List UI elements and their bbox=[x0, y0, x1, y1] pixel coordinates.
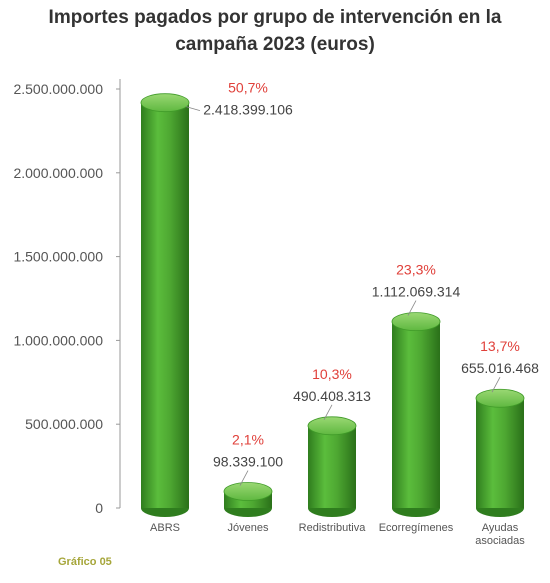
x-category-label: Ecorregímenes bbox=[379, 522, 454, 534]
x-category-label: Redistributiva bbox=[299, 522, 367, 534]
leader-line bbox=[239, 470, 249, 486]
bars bbox=[140, 93, 525, 517]
percent-label: 23,3% bbox=[396, 262, 436, 278]
y-tick-label: 0 bbox=[95, 500, 103, 516]
percent-label: 2,1% bbox=[232, 432, 264, 448]
value-label: 1.112.069.314 bbox=[372, 284, 461, 300]
value-label: 490.408.313 bbox=[293, 388, 371, 404]
bar bbox=[307, 416, 357, 517]
x-category-label: asociadas bbox=[475, 535, 525, 547]
chart-title-line-1: Importes pagados por grupo de intervenci… bbox=[48, 7, 502, 28]
axes: 0 500.000.000 1.000.000.000 1.500.000.000 2.… bbox=[13, 79, 121, 516]
bar-top bbox=[223, 482, 273, 501]
y-tick-label: 2.000.000.000 bbox=[13, 165, 103, 181]
bar bbox=[475, 388, 525, 517]
chart-title-line-2: campaña 2023 (euros) bbox=[175, 34, 375, 55]
y-tick-label: 1.000.000.000 bbox=[13, 332, 103, 348]
leader-line bbox=[323, 404, 333, 420]
figure-label: Gráfico 05 bbox=[58, 556, 112, 568]
bar bbox=[140, 93, 190, 517]
y-tick-label: 2.500.000.000 bbox=[13, 81, 103, 97]
bar bbox=[391, 312, 441, 517]
bar-top bbox=[307, 416, 357, 436]
y-tick-label: 500.000.000 bbox=[25, 416, 103, 432]
leader-line bbox=[407, 300, 417, 316]
percent-label: 10,3% bbox=[312, 366, 352, 382]
x-category-label: Jóvenes bbox=[228, 522, 269, 534]
leader-line bbox=[185, 106, 201, 112]
data-labels: ABRS 2.418.399.106 50,7% Jóvenes 98.339.100 2… bbox=[150, 80, 539, 547]
chart-title: Importes pagados por grupo de intervenci… bbox=[0, 4, 550, 58]
bar-top bbox=[391, 312, 441, 332]
x-category-label: Ayudas bbox=[482, 522, 519, 534]
bar-top bbox=[140, 93, 190, 113]
bar-body bbox=[392, 321, 440, 508]
leader-line bbox=[491, 377, 501, 393]
value-label: 2.418.399.106 bbox=[203, 102, 293, 118]
bar-body bbox=[141, 102, 189, 509]
percent-label: 50,7% bbox=[228, 80, 268, 96]
bar bbox=[223, 482, 273, 517]
bar-top bbox=[475, 388, 525, 408]
value-label: 98.339.100 bbox=[213, 454, 283, 470]
x-category-label: ABRS bbox=[150, 522, 180, 534]
bar-body bbox=[308, 425, 356, 508]
percent-label: 13,7% bbox=[480, 338, 520, 354]
y-tick-label: 1.500.000.000 bbox=[13, 249, 103, 265]
bar-body bbox=[476, 398, 524, 508]
value-label: 655.016.468 bbox=[461, 360, 539, 376]
